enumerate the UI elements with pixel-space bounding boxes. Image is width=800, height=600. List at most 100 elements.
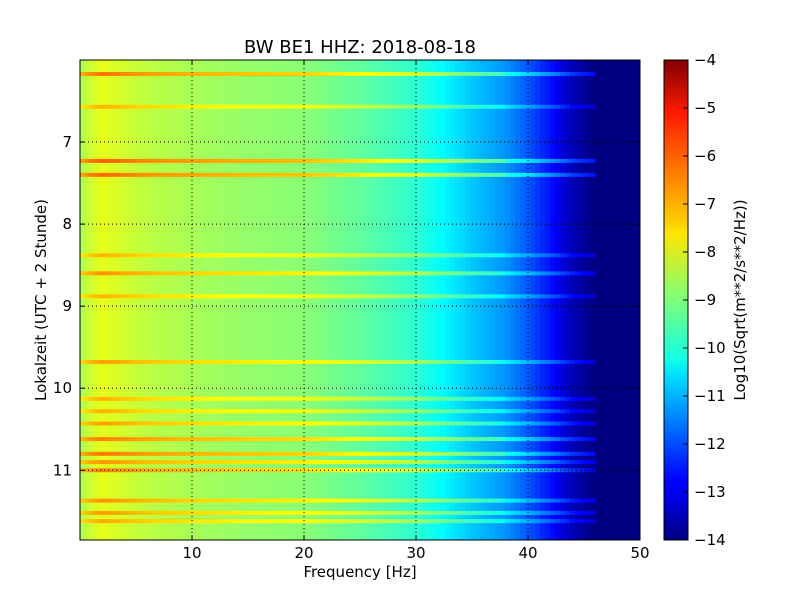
event-band-cell [335,498,341,503]
event-band-cell [95,421,101,426]
heatmap-column [550,60,556,540]
event-band-cell [270,409,276,414]
event-band-cell [175,359,181,364]
event-band-cell [280,71,286,76]
event-band-cell [560,510,566,515]
event-band-cell [415,519,421,524]
event-band-cell [570,519,576,524]
event-band-cell [585,468,591,473]
event-band-cell [570,421,576,426]
heatmap-column [565,60,571,540]
event-band-cell [545,271,551,276]
event-band-cell [400,468,406,473]
event-band-cell [565,104,571,109]
event-band-cell [565,396,571,401]
event-band-cell [445,158,451,163]
event-band-cell [270,71,276,76]
event-band-cell [555,158,561,163]
event-band-cell [365,158,371,163]
event-band-cell [435,158,441,163]
event-band-cell [320,294,326,299]
event-band-cell [255,253,261,258]
event-band-cell [390,510,396,515]
heatmap-column [130,60,136,540]
event-band-cell [385,396,391,401]
event-band-cell [570,294,576,299]
event-band-cell [425,172,431,177]
event-band-cell [560,460,566,465]
event-band-cell [460,460,466,465]
event-band-cell [445,498,451,503]
event-band-cell [170,396,176,401]
event-band-cell [510,104,516,109]
event-band-cell [140,359,146,364]
event-band-cell [390,460,396,465]
event-band-cell [150,172,156,177]
event-band-cell [115,253,121,258]
event-band-cell [585,421,591,426]
event-band-cell [145,421,151,426]
event-band-cell [340,271,346,276]
event-band-cell [165,253,171,258]
event-band-cell [560,104,566,109]
event-band-cell [265,468,271,473]
heatmap-column [205,60,211,540]
event-band-cell [470,253,476,258]
event-band-cell [470,271,476,276]
event-band-cell [160,409,166,414]
event-band-cell [100,158,106,163]
event-band-cell [85,359,91,364]
event-band-cell [480,510,486,515]
event-band-cell [430,294,436,299]
event-band-cell [210,71,216,76]
event-band-cell [430,104,436,109]
event-band-cell [145,460,151,465]
event-band-cell [440,519,446,524]
event-band-cell [420,172,426,177]
event-band-cell [455,451,461,456]
event-band-cell [325,468,331,473]
event-band-cell [210,396,216,401]
event-band-cell [215,172,221,177]
event-band-cell [210,294,216,299]
event-band-cell [535,437,541,442]
event-band-cell [315,158,321,163]
event-band-cell [385,437,391,442]
event-band-cell [260,421,266,426]
event-band-cell [490,498,496,503]
event-band-cell [430,421,436,426]
event-band-cell [365,451,371,456]
event-band-cell [90,158,96,163]
event-band-cell [260,271,266,276]
event-band-cell [305,460,311,465]
event-band-cell [295,396,301,401]
event-band-cell [90,437,96,442]
event-band-cell [275,294,281,299]
event-band-cell [290,396,296,401]
event-band-cell [260,71,266,76]
event-band-cell [405,498,411,503]
event-band-cell [405,294,411,299]
event-band-cell [235,294,241,299]
event-band-cell [415,498,421,503]
event-band-cell [260,158,266,163]
heatmap-column [225,60,231,540]
event-band-cell [475,253,481,258]
event-band-cell [540,359,546,364]
event-band-cell [155,271,161,276]
event-band-cell [330,294,336,299]
event-band-cell [550,510,556,515]
event-band-cell [300,451,306,456]
event-band-cell [90,451,96,456]
event-band-cell [300,396,306,401]
event-band-cell [515,359,521,364]
event-band-cell [395,253,401,258]
event-band-cell [450,421,456,426]
heatmap-column [575,60,581,540]
event-band-cell [585,437,591,442]
event-band-cell [335,409,341,414]
event-band-cell [190,421,196,426]
event-band-cell [560,519,566,524]
heatmap-column [295,60,301,540]
event-band-cell [245,271,251,276]
